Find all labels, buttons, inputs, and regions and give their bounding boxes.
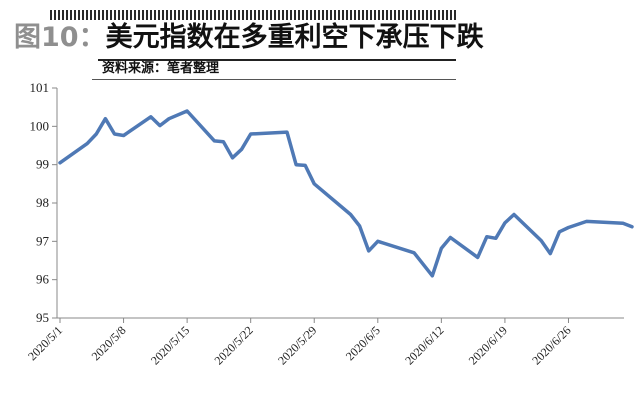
title-underline xyxy=(98,59,456,61)
y-tick-label: 96 xyxy=(36,272,50,287)
y-tick-label: 95 xyxy=(36,310,49,325)
x-tick-label: 2020/5/8 xyxy=(89,323,129,363)
x-tick-label: 2020/6/5 xyxy=(343,323,383,363)
x-tick-label: 2020/6/19 xyxy=(466,323,510,367)
x-axis-ticks: 2020/5/1 2020/5/8 2020/5/15 2020/5/22 2020/5… xyxy=(25,318,574,368)
y-tick-label: 98 xyxy=(36,195,49,210)
y-axis-ticks: 95 96 97 98 99 100 101 xyxy=(30,80,57,325)
y-tick-label: 99 xyxy=(36,157,49,172)
figure-label: 图10： xyxy=(14,22,106,53)
x-tick-label: 2020/5/1 xyxy=(25,323,65,363)
x-tick-label: 2020/5/15 xyxy=(148,323,192,367)
chart-title: 图10：美元指数在多重利空下承压下跌 xyxy=(14,18,484,58)
y-tick-label: 101 xyxy=(30,80,50,95)
x-tick-label: 2020/6/12 xyxy=(402,323,446,367)
x-tick-label: 2020/6/26 xyxy=(529,323,573,367)
x-tick-label: 2020/5/22 xyxy=(211,323,255,367)
figure-title: 美元指数在多重利空下承压下跌 xyxy=(105,22,484,53)
header-hatch-bar xyxy=(50,10,458,20)
x-tick-label: 2020/5/29 xyxy=(275,323,319,367)
source-underline xyxy=(92,79,456,80)
y-tick-label: 97 xyxy=(36,233,50,248)
source-note: 资料来源：笔者整理 xyxy=(102,61,220,76)
series-line-usd-index xyxy=(58,109,634,278)
y-tick-label: 100 xyxy=(30,118,50,133)
